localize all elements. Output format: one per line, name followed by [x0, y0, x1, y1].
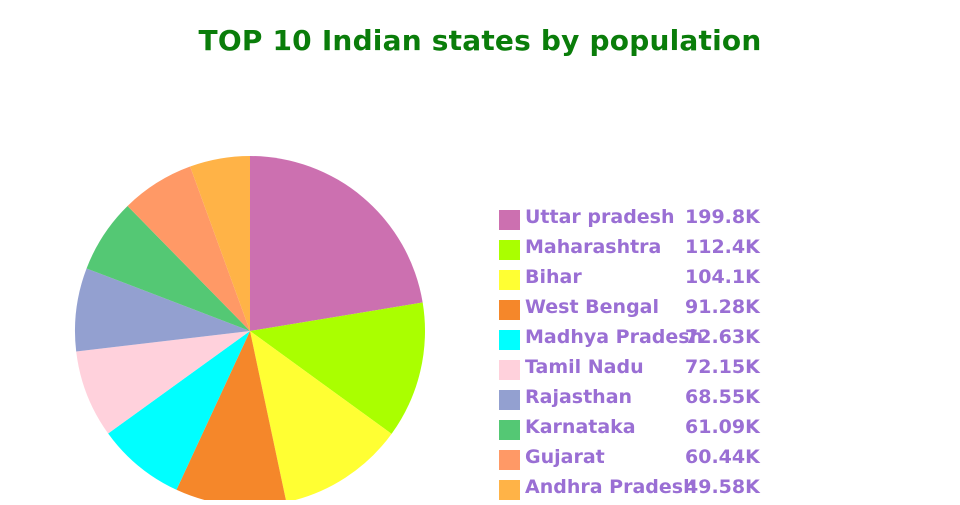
- legend-item: Maharashtra 112.4K: [499, 235, 799, 265]
- legend-swatch: [499, 210, 520, 230]
- legend-label: Maharashtra: [525, 236, 662, 258]
- legend-label: Gujarat: [525, 446, 605, 468]
- legend-swatch: [499, 360, 520, 380]
- legend-swatch: [499, 450, 520, 470]
- legend-item: Rajasthan 68.55K: [499, 385, 799, 415]
- legend-label: Andhra Pradesh: [525, 476, 697, 498]
- legend-item: Gujarat 60.44K: [499, 445, 799, 475]
- legend-value: 104.1K: [685, 266, 760, 288]
- pie-slice-rajasthan: [74, 268, 250, 352]
- legend-label: Bihar: [525, 266, 582, 288]
- pie-slice-maharashtra: [250, 302, 426, 434]
- legend-item: Tamil Nadu 72.15K: [499, 355, 799, 385]
- legend-value: 61.09K: [685, 416, 760, 438]
- legend-label: Karnataka: [525, 416, 636, 438]
- legend-swatch: [499, 300, 520, 320]
- legend-value: 49.58K: [685, 476, 760, 498]
- legend-item: West Bengal 91.28K: [499, 295, 799, 325]
- legend-label: Tamil Nadu: [525, 356, 644, 378]
- legend-swatch: [499, 420, 520, 440]
- legend-value: 91.28K: [685, 296, 760, 318]
- legend-value: 72.15K: [685, 356, 760, 378]
- legend-value: 72.63K: [685, 326, 760, 348]
- legend-swatch: [499, 270, 520, 290]
- pie-slice-madhya-pradesh: [108, 331, 250, 490]
- legend-item: Uttar pradesh 199.8K: [499, 205, 799, 235]
- legend-label: West Bengal: [525, 296, 660, 318]
- legend-swatch: [499, 240, 520, 260]
- legend-item: Karnataka 61.09K: [499, 415, 799, 445]
- chart-title: TOP 10 Indian states by population: [198, 24, 762, 57]
- legend-value: 68.55K: [685, 386, 760, 408]
- legend: Uttar pradesh 199.8K Maharashtra 112.4K Biha…: [499, 205, 799, 505]
- legend-value: 60.44K: [685, 446, 760, 468]
- pie-slice-gujarat: [127, 166, 250, 331]
- legend-value: 199.8K: [685, 206, 760, 228]
- legend-swatch: [499, 330, 520, 350]
- legend-item: Madhya Pradesh 72.63K: [499, 325, 799, 355]
- legend-label: Uttar pradesh: [525, 206, 675, 228]
- legend-label: Rajasthan: [525, 386, 633, 408]
- legend-value: 112.4K: [685, 236, 760, 258]
- pie-slice-bihar: [250, 331, 392, 500]
- legend-item: Bihar 104.1K: [499, 265, 799, 295]
- legend-swatch: [499, 390, 520, 410]
- legend-item: Andhra Pradesh 49.58K: [499, 475, 799, 505]
- legend-label: Madhya Pradesh: [525, 326, 704, 348]
- pie-slice-karnataka: [86, 205, 250, 331]
- pie-slice-tamil-nadu: [76, 331, 250, 434]
- legend-swatch: [499, 480, 520, 500]
- pie-slice-uttar-pradesh: [250, 156, 423, 331]
- pie-slice-andhra-pradesh: [190, 156, 250, 331]
- pie-slice-west-bengal: [176, 331, 286, 500]
